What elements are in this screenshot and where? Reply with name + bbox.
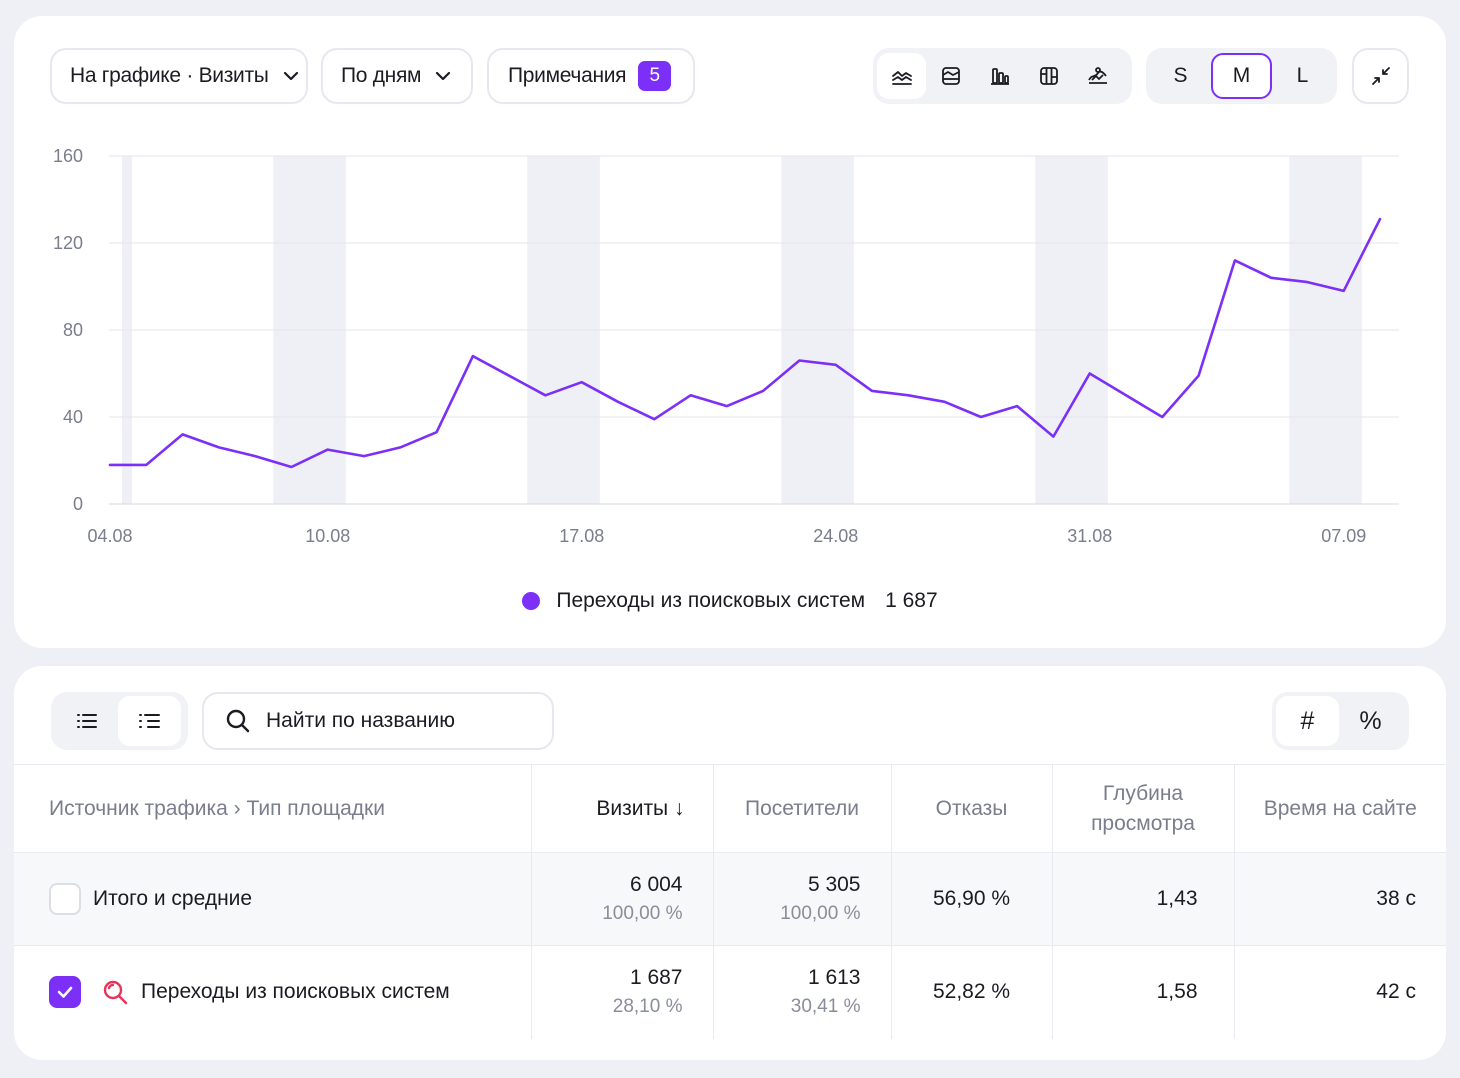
search-field[interactable]	[202, 692, 554, 750]
visits-line-chart: 0 40 80 120 160 04.08 10.08 17.08 24.08 31.08 07.0…	[53, 146, 1399, 546]
legend-value: 1 687	[885, 589, 938, 612]
percent-values-button[interactable]: %	[1359, 706, 1382, 735]
check-icon	[57, 986, 73, 999]
row-checkbox[interactable]	[49, 976, 81, 1009]
column-header-depth[interactable]: Глубина просмотра	[1052, 764, 1235, 853]
metric-select-label: На графике · Визиты	[70, 64, 269, 87]
chart-type-switcher	[873, 48, 1132, 104]
x-tick-label: 31.08	[1067, 526, 1112, 546]
series-line	[108, 217, 1382, 469]
totals-visits-pct: 100,00 %	[602, 903, 683, 924]
totals-time: 38 с	[1234, 852, 1446, 946]
x-tick-label: 04.08	[87, 526, 132, 546]
search-input[interactable]	[266, 709, 546, 733]
notes-button[interactable]: Примечания 5	[487, 48, 695, 104]
pie-area-icon	[1087, 67, 1107, 84]
chart-legend: Переходы из поисковых систем 1 687	[14, 589, 1446, 613]
row-visitors-pct: 30,41 %	[790, 996, 861, 1018]
totals-checkbox[interactable]	[49, 883, 81, 915]
metric-select[interactable]: На графике · Визиты	[50, 48, 308, 104]
tree-list-button[interactable]	[118, 696, 181, 746]
collapse-arrows-icon	[1371, 67, 1390, 85]
period-select-label: По дням	[341, 64, 422, 87]
x-tick-label: 24.08	[813, 526, 858, 546]
list-icon	[76, 714, 97, 728]
area-chart-button[interactable]	[926, 53, 975, 99]
fullscreen-button[interactable]	[1352, 48, 1409, 104]
column-header-visitors[interactable]: Посетители	[713, 764, 892, 853]
row-visitors: 1 613	[807, 966, 861, 990]
chart-size-switcher: S M L	[1146, 48, 1337, 104]
y-tick-label: 0	[73, 494, 83, 514]
row-depth: 1,58	[1052, 945, 1235, 1039]
search-icon	[226, 709, 250, 733]
chevron-down-icon	[436, 71, 451, 81]
stacked-bar-icon	[1039, 67, 1058, 85]
stacked-bar-button[interactable]	[1024, 53, 1073, 99]
size-s-button[interactable]: S	[1173, 64, 1188, 87]
column-header-visits[interactable]: Визиты ↓	[531, 764, 714, 853]
size-m-button[interactable]: M	[1211, 53, 1272, 99]
totals-label: Итого и средние	[93, 887, 253, 910]
y-tick-label: 120	[53, 233, 83, 253]
bar-chart-icon	[990, 68, 1009, 85]
row-visits-pct: 28,10 %	[612, 996, 683, 1018]
view-mode-switcher	[51, 692, 188, 750]
totals-visitors: 5 305	[807, 873, 861, 896]
notes-label: Примечания	[508, 64, 627, 87]
chart-card: На графике · Визиты По дням Примечания 5…	[14, 16, 1446, 648]
x-tick-label: 17.08	[559, 526, 604, 546]
x-tick-label: 07.09	[1321, 526, 1366, 546]
period-select[interactable]: По дням	[321, 48, 473, 104]
totals-bounces: 56,90 %	[891, 852, 1053, 946]
depth-header-line1: Глубина	[1102, 781, 1184, 805]
flat-list-button[interactable]	[55, 696, 118, 746]
table-row[interactable]: Переходы из поисковых систем 1 687 28,10 …	[14, 945, 1446, 1039]
row-bounces: 52,82 %	[891, 945, 1053, 1039]
totals-row: Итого и средние 6 004 100,00 % 5 305 100,0…	[14, 852, 1446, 946]
chevron-down-icon	[283, 71, 298, 81]
legend-marker	[522, 592, 541, 610]
report-table: Источник трафика › Тип площадки Визиты ↓…	[14, 764, 1446, 1039]
value-format-switcher: # %	[1272, 692, 1409, 750]
legend-label: Переходы из поисковых систем	[556, 589, 866, 612]
column-header-bounces[interactable]: Отказы	[891, 764, 1053, 853]
line-chart-button[interactable]	[877, 53, 926, 99]
notes-count-badge: 5	[638, 61, 672, 91]
line-chart-icon	[891, 71, 912, 85]
y-tick-label: 160	[53, 146, 83, 166]
tree-list-icon	[138, 714, 160, 728]
column-header-time[interactable]: Время на сайте	[1234, 764, 1446, 853]
pie-area-button[interactable]	[1073, 53, 1122, 99]
y-tick-label: 80	[63, 320, 83, 340]
row-visits: 1 687	[629, 966, 683, 990]
table-card: # % Источник трафика › Тип площадки Визи…	[14, 666, 1446, 1060]
size-l-button[interactable]: L	[1296, 64, 1309, 87]
bar-chart-button[interactable]	[975, 53, 1024, 99]
x-tick-label: 10.08	[305, 526, 350, 546]
search-engine-icon	[103, 981, 128, 1005]
column-header-source[interactable]: Источник трафика › Тип площадки	[14, 764, 532, 853]
row-time: 42 с	[1234, 945, 1446, 1039]
y-tick-label: 40	[63, 407, 83, 427]
totals-depth: 1,43	[1052, 852, 1235, 946]
absolute-values-button[interactable]: #	[1276, 696, 1339, 746]
area-chart-icon	[941, 67, 960, 85]
totals-visitors-pct: 100,00 %	[780, 903, 861, 924]
totals-visits: 6 004	[629, 873, 683, 896]
depth-header-line2: просмотра	[1091, 811, 1195, 835]
row-label: Переходы из поисковых систем	[141, 980, 450, 1004]
